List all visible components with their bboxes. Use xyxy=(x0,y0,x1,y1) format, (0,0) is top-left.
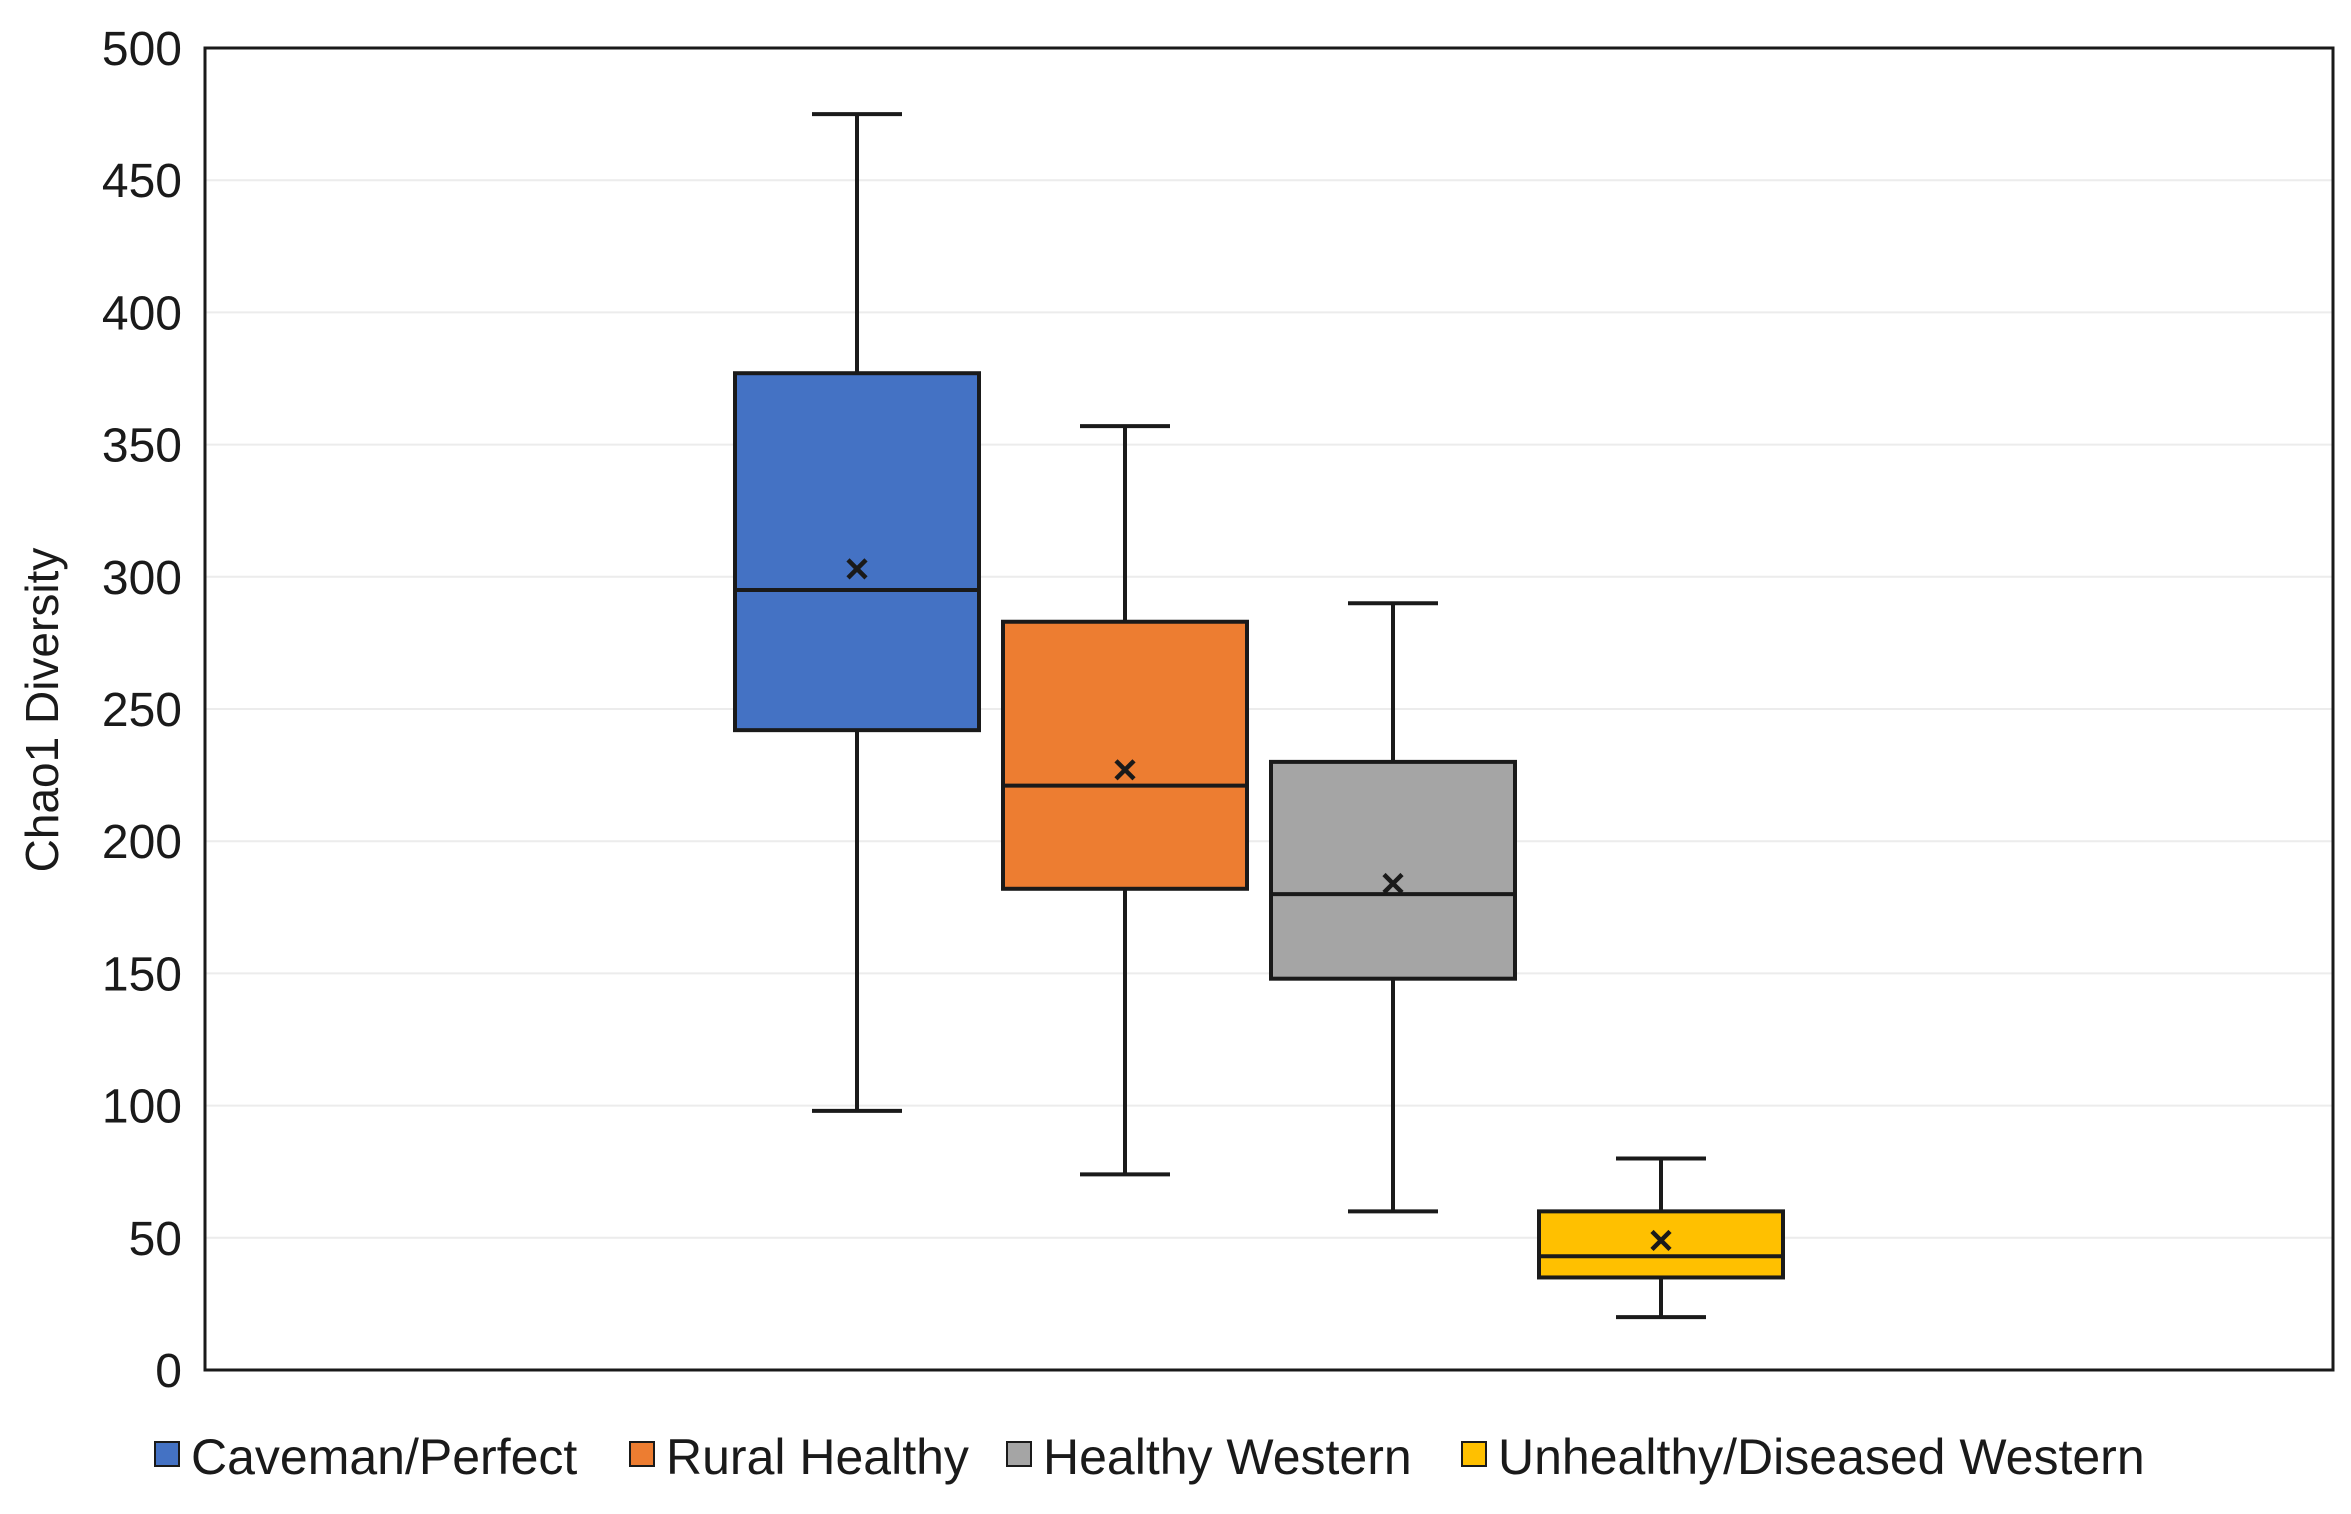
y-tick-label: 50 xyxy=(129,1213,182,1266)
y-tick-label: 450 xyxy=(102,155,182,208)
y-tick-label: 400 xyxy=(102,287,182,340)
box-4 xyxy=(1537,1156,1785,1320)
legend-swatch xyxy=(629,1441,655,1467)
y-tick-label: 0 xyxy=(155,1345,182,1398)
legend-label: Healthy Western xyxy=(1043,1429,1412,1485)
y-tick-label: 500 xyxy=(102,23,182,76)
box-plots xyxy=(733,112,1785,1320)
y-tick-label: 300 xyxy=(102,552,182,605)
mean-marker xyxy=(846,558,868,580)
y-tick-label: 250 xyxy=(102,684,182,737)
legend: Caveman/Perfect Rural Healthy Healthy West… xyxy=(154,1429,2145,1485)
legend-item: Healthy Western xyxy=(1006,1429,1412,1485)
mean-marker xyxy=(1114,759,1136,781)
y-axis-title: Chao1 Diversity xyxy=(16,548,68,873)
legend-swatch xyxy=(1461,1441,1487,1467)
legend-item: Unhealthy/Diseased Western xyxy=(1461,1429,2145,1485)
legend-swatch xyxy=(1006,1441,1032,1467)
legend-label: Caveman/Perfect xyxy=(191,1429,577,1485)
y-tick-label: 100 xyxy=(102,1081,182,1134)
legend-item: Caveman/Perfect xyxy=(154,1429,577,1485)
iqr-box xyxy=(1269,759,1517,981)
legend-swatch xyxy=(154,1441,180,1467)
legend-label: Unhealthy/Diseased Western xyxy=(1498,1429,2145,1485)
box-1 xyxy=(733,112,981,1113)
iqr-box xyxy=(733,371,981,733)
mean-marker xyxy=(1650,1229,1672,1252)
legend-label: Rural Healthy xyxy=(666,1429,969,1485)
iqr-box xyxy=(1001,619,1249,891)
box-3 xyxy=(1269,601,1517,1214)
gridlines xyxy=(205,179,2333,1239)
mean-marker xyxy=(1382,872,1404,895)
y-tick-label: 350 xyxy=(102,420,182,473)
plot-area-border xyxy=(203,46,2335,1372)
y-tick-label: 150 xyxy=(102,948,182,1001)
y-tick-label: 200 xyxy=(102,816,182,869)
box-2 xyxy=(1001,424,1249,1177)
iqr-box xyxy=(1537,1209,1785,1280)
y-axis: 0 50 100 150 200 250 300 350 400 450 500 xyxy=(102,23,182,1398)
legend-item: Rural Healthy xyxy=(629,1429,969,1485)
